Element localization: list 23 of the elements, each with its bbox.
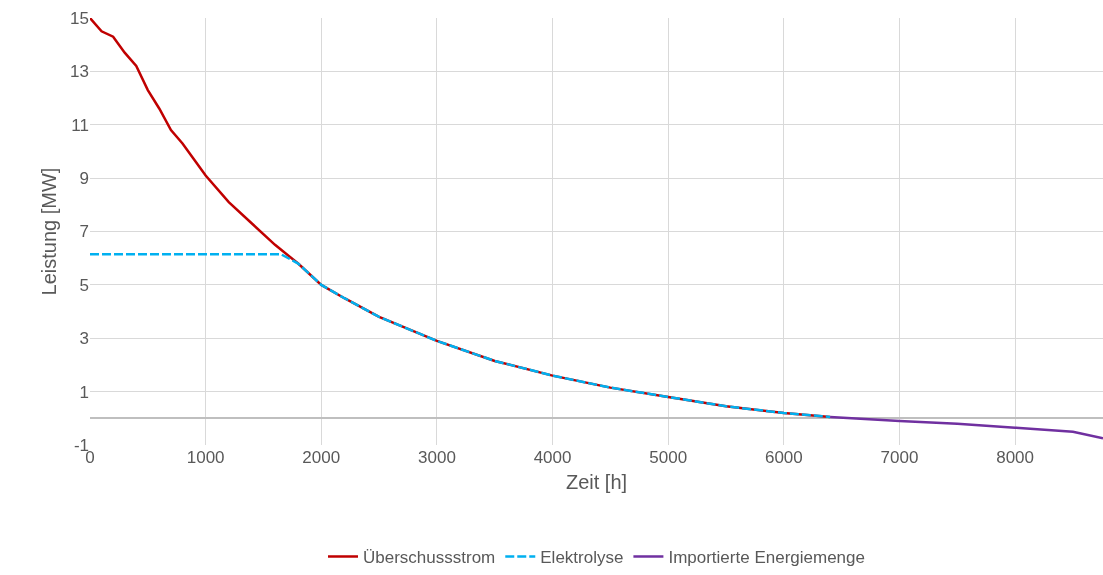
x-tick-label: 2000: [302, 448, 341, 467]
y-axis-title: Leistung [MW]: [37, 167, 60, 296]
x-tick-label: 1000: [186, 448, 225, 467]
x-axis-title: Zeit [h]: [565, 470, 628, 493]
y-tick-label: 3: [79, 329, 89, 349]
y-tick-label: 5: [79, 275, 89, 295]
line-series: [828, 415, 1103, 440]
y-tick-label: 9: [79, 169, 89, 189]
x-tick-label: 3000: [418, 448, 456, 467]
legend-label: Elektrolyse: [540, 548, 624, 568]
legend-label: Importierte Energiemenge: [668, 548, 865, 568]
legend-label: Überschussstrom: [363, 548, 496, 568]
line-series: [90, 252, 832, 419]
y-tick-label: 1: [79, 382, 89, 402]
y-tick-label: 7: [79, 222, 89, 242]
y-tick-label: 11: [71, 115, 89, 135]
y-tick-label: 15: [70, 8, 89, 28]
x-tick-label: 8000: [996, 448, 1035, 467]
x-tick-label: 7000: [880, 448, 919, 467]
y-tick-label: 13: [70, 62, 89, 82]
x-tick-label: 5000: [649, 448, 688, 467]
x-tick-label: 4000: [533, 448, 572, 467]
x-tick-label: 6000: [764, 448, 803, 467]
